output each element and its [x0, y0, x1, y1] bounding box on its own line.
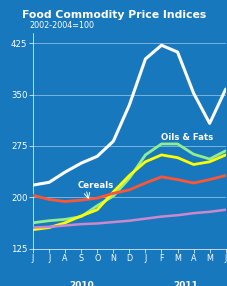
Text: 2011: 2011 [172, 281, 197, 286]
Text: Cereals: Cereals [78, 180, 114, 190]
Text: Oils & Fats: Oils & Fats [161, 133, 213, 142]
Text: Meat: Meat [226, 204, 227, 214]
Text: 2002-2004=100: 2002-2004=100 [29, 21, 94, 30]
Text: 2010: 2010 [69, 281, 93, 286]
Text: Food Commodity Price Indices: Food Commodity Price Indices [22, 10, 205, 20]
Text: Dairy: Dairy [226, 171, 227, 180]
Text: Sugar: Sugar [226, 85, 227, 94]
